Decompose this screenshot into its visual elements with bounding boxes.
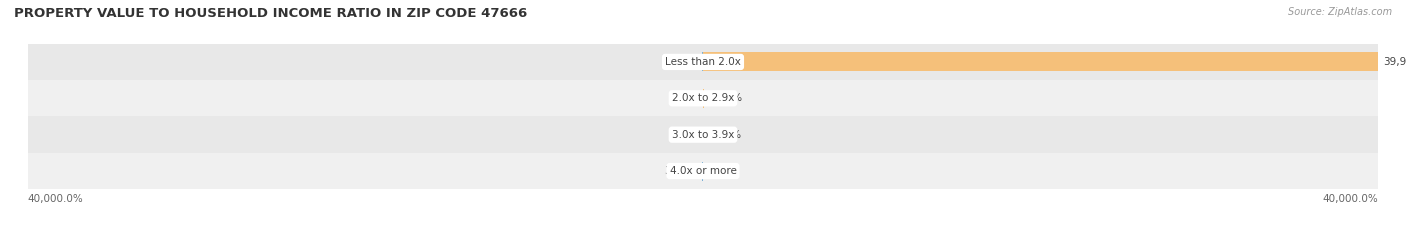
Text: 4.0x or more: 4.0x or more [669, 166, 737, 176]
Text: 55.7%: 55.7% [709, 93, 742, 103]
Text: Less than 2.0x: Less than 2.0x [665, 57, 741, 67]
Bar [28, 153, 1378, 189]
Text: 1.7%: 1.7% [672, 130, 697, 140]
Text: 40,000.0%: 40,000.0% [1323, 194, 1378, 204]
Text: 56.1%: 56.1% [664, 57, 697, 67]
Text: 3.0x to 3.9x: 3.0x to 3.9x [672, 130, 734, 140]
Text: Source: ZipAtlas.com: Source: ZipAtlas.com [1288, 7, 1392, 17]
Text: 33.5%: 33.5% [664, 166, 697, 176]
Bar [28, 44, 1378, 80]
Text: 26.1%: 26.1% [709, 130, 741, 140]
Text: 39,952.2%: 39,952.2% [1382, 57, 1406, 67]
Bar [28, 116, 1378, 153]
Bar [703, 52, 1378, 71]
Text: 8.8%: 8.8% [671, 93, 697, 103]
Text: 40,000.0%: 40,000.0% [28, 194, 83, 204]
Text: PROPERTY VALUE TO HOUSEHOLD INCOME RATIO IN ZIP CODE 47666: PROPERTY VALUE TO HOUSEHOLD INCOME RATIO… [14, 7, 527, 20]
Text: 2.0x to 2.9x: 2.0x to 2.9x [672, 93, 734, 103]
Bar [28, 80, 1378, 116]
Text: 5.4%: 5.4% [709, 166, 735, 176]
